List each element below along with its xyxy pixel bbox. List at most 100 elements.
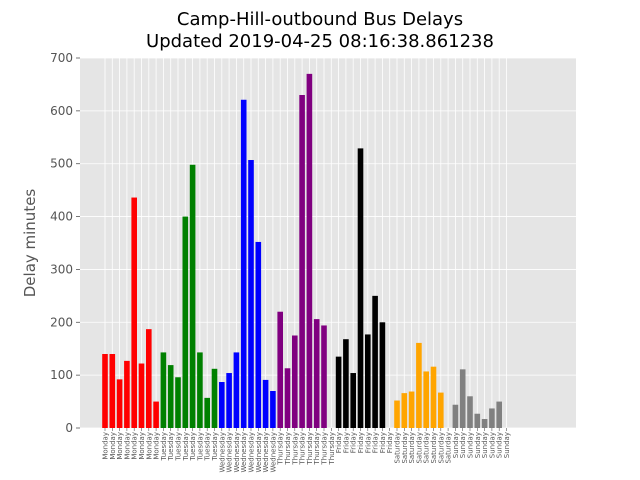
bar-saturday-4 xyxy=(416,342,422,428)
x-tick-label: Sunday xyxy=(474,432,482,458)
bar-wednesday-7 xyxy=(262,379,269,428)
x-tick-label: Saturday xyxy=(401,432,409,464)
x-tick-label: Thursday xyxy=(328,432,336,466)
x-tick-label: Tuesday xyxy=(196,432,204,461)
bar-saturday-7 xyxy=(438,392,444,428)
y-ticks: 0 100 200 300 400 500 600 700 xyxy=(50,51,80,435)
y-tick-label: 300 xyxy=(50,262,73,276)
x-tick-label: Sunday xyxy=(488,432,496,458)
x-tick-label: Friday xyxy=(335,432,343,453)
x-tick-label: Wednesday xyxy=(269,432,277,473)
x-tick-label: Saturday xyxy=(394,432,402,464)
bar-tuesday-6 xyxy=(197,352,203,428)
x-tick-label: Tuesday xyxy=(182,432,190,461)
x-tick-label: Saturday xyxy=(430,432,438,464)
bar-monday-7 xyxy=(146,329,152,428)
bar-saturday-5 xyxy=(423,371,429,428)
x-tick-label: Wednesday xyxy=(248,432,256,473)
y-tick-label: 600 xyxy=(50,104,73,118)
x-tick-label: Friday xyxy=(379,432,387,453)
x-tick-label: Thursday xyxy=(291,432,299,466)
bar-thursday-3 xyxy=(292,335,298,428)
bar-saturday-2 xyxy=(401,393,408,428)
x-tick-label: Monday xyxy=(102,432,110,460)
bar-sunday-7 xyxy=(496,401,502,428)
bar-tuesday-2 xyxy=(167,365,174,428)
x-tick-label: Wednesday xyxy=(240,432,248,473)
bar-monday-5 xyxy=(131,197,137,428)
bar-wednesday-3 xyxy=(233,352,240,428)
chart-subtitle: Updated 2019-04-25 08:16:38.861238 xyxy=(146,31,494,52)
x-tick-label: Monday xyxy=(109,432,117,460)
x-tick-label: Saturday xyxy=(415,432,423,464)
bar-wednesday-5 xyxy=(248,160,254,428)
x-tick-label: Wednesday xyxy=(233,432,241,473)
x-tick-label: Friday xyxy=(372,432,380,453)
bar-sunday-1 xyxy=(452,404,459,428)
bar-friday-2 xyxy=(343,339,349,428)
bar-thursday-4 xyxy=(299,95,305,428)
bar-saturday-6 xyxy=(430,366,437,428)
bar-sunday-4 xyxy=(474,413,481,428)
bar-saturday-1 xyxy=(394,400,400,428)
x-tick-label: Friday xyxy=(342,432,350,453)
bar-thursday-6 xyxy=(313,319,320,428)
x-tick-label: Wednesday xyxy=(262,432,270,473)
x-tick-label: Thursday xyxy=(284,432,292,466)
bar-wednesday-8 xyxy=(270,391,276,428)
x-tick-label: Friday xyxy=(364,432,372,453)
bar-wednesday-1 xyxy=(219,382,225,428)
x-tick-label: Monday xyxy=(145,432,153,460)
x-tick-label: Thursday xyxy=(277,432,285,466)
bar-monday-1 xyxy=(102,354,108,428)
x-tick-label: Sunday xyxy=(496,432,504,458)
bar-sunday-2 xyxy=(459,369,466,428)
x-tick-label: Friday xyxy=(386,432,394,453)
y-tick-label: 500 xyxy=(50,157,73,171)
bar-tuesday-1 xyxy=(160,352,167,428)
x-tick-label: Saturday xyxy=(408,432,416,464)
x-tick-label: Wednesday xyxy=(255,432,263,473)
y-tick-label: 100 xyxy=(50,368,73,382)
bar-wednesday-2 xyxy=(226,373,232,428)
x-tick-label: Saturday xyxy=(437,432,445,464)
x-ticks: Monday Monday Monday Monday Monday Monday Mond… xyxy=(102,428,511,473)
x-tick-label: Sunday xyxy=(481,432,489,458)
x-tick-label: Sunday xyxy=(452,432,460,458)
x-tick-label: Tuesday xyxy=(211,432,219,461)
bar-friday-5 xyxy=(365,334,371,428)
x-tick-label: Thursday xyxy=(313,432,321,466)
x-tick-label: Friday xyxy=(350,432,358,453)
bars-group xyxy=(102,73,502,428)
x-tick-label: Sunday xyxy=(503,432,511,458)
bar-monday-8 xyxy=(153,401,159,428)
chart-title: Camp-Hill-outbound Bus Delays xyxy=(176,9,464,30)
x-tick-label: Tuesday xyxy=(167,432,175,461)
x-tick-label: Friday xyxy=(357,432,365,453)
x-tick-label: Wednesday xyxy=(226,432,234,473)
y-tick-label: 0 xyxy=(65,421,73,435)
x-tick-label: Tuesday xyxy=(204,432,212,461)
x-tick-label: Tuesday xyxy=(189,432,197,461)
x-tick-label: Thursday xyxy=(306,432,314,466)
x-tick-label: Monday xyxy=(153,432,161,460)
bar-tuesday-5 xyxy=(189,164,196,428)
y-axis-label: Delay minutes xyxy=(21,188,39,298)
x-tick-label: Sunday xyxy=(459,432,467,458)
plot-background xyxy=(80,58,576,428)
bar-friday-3 xyxy=(350,373,356,428)
bar-tuesday-7 xyxy=(204,397,210,428)
bar-wednesday-6 xyxy=(255,241,262,428)
bar-sunday-5 xyxy=(481,419,488,428)
x-tick-label: Sunday xyxy=(467,432,475,458)
bar-tuesday-3 xyxy=(175,377,181,428)
x-tick-label: Monday xyxy=(123,432,131,460)
bar-thursday-1 xyxy=(277,311,283,428)
bar-monday-6 xyxy=(138,363,145,428)
bar-friday-7 xyxy=(379,322,386,428)
bar-friday-4 xyxy=(357,148,364,428)
bar-thursday-7 xyxy=(321,325,327,428)
bar-tuesday-8 xyxy=(211,368,218,428)
x-tick-label: Wednesday xyxy=(218,432,226,473)
